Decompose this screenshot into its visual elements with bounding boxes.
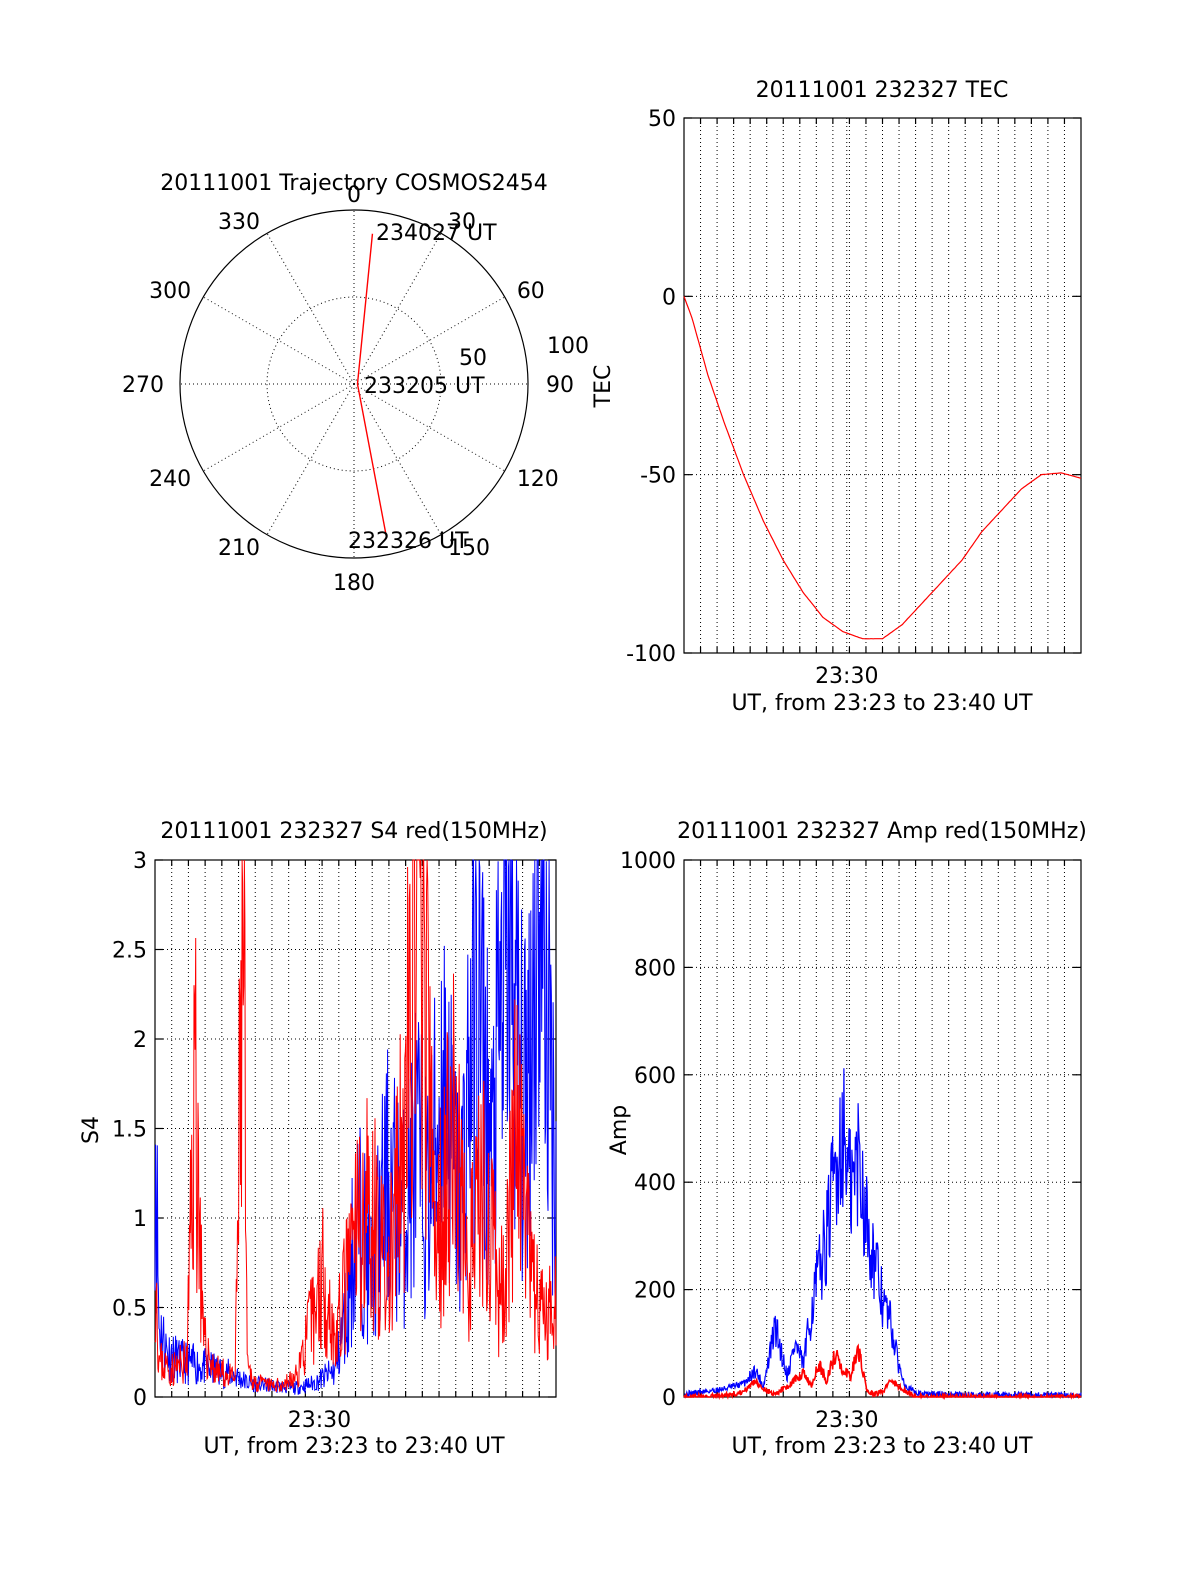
polar-title: 20111001 Trajectory COSMOS2454 (160, 171, 547, 196)
polar-spoke-60 (353, 296, 505, 385)
polar-angle-label-330: 330 (218, 210, 260, 235)
polar-angle-label-60: 60 (517, 279, 545, 304)
polar-angle-label-150: 150 (448, 536, 490, 561)
polar-radius-label-100: 100 (547, 334, 589, 359)
plot-frame (683, 117, 1082, 654)
ytick-label-4: 2 (133, 1028, 147, 1053)
polar-angle-label-240: 240 (149, 467, 191, 492)
xtick-label: 23:30 (815, 1408, 878, 1433)
polar-angle-label-120: 120 (517, 467, 559, 492)
s4-series-red (154, 859, 557, 1393)
polar-angle-label-180: 180 (333, 571, 375, 596)
ytick-label-2: 400 (634, 1171, 676, 1196)
amp-chart: 20111001 232327 Amp red(150MHz) Amp UT, … (607, 819, 1087, 1459)
ytick-label-3: 600 (634, 1064, 676, 1089)
amp-xlabel: UT, from 23:23 to 23:40 UT (731, 1434, 1033, 1459)
ytick-label-1: 0 (662, 285, 676, 310)
ytick-label-5: 1000 (620, 849, 676, 874)
polar-angle-label-90: 90 (546, 373, 574, 398)
amp-title: 20111001 232327 Amp red(150MHz) (677, 819, 1087, 844)
ytick-label-3: 1.5 (112, 1118, 147, 1143)
tec-series-red (683, 296, 1082, 640)
tec-xlabel: UT, from 23:23 to 23:40 UT (731, 691, 1033, 716)
xtick-label: 23:30 (815, 664, 878, 689)
s4-xlabel: UT, from 23:23 to 23:40 UT (203, 1434, 505, 1459)
polar-angle-label-210: 210 (218, 536, 260, 561)
polar-radius-label-50: 50 (459, 346, 487, 371)
tec-chart: 20111001 232327 TEC TEC UT, from 23:23 t… (591, 78, 1082, 716)
annotation-233205: 233205 UT (364, 374, 485, 399)
polar-spoke-30 (353, 233, 442, 385)
polar-angle-label-30: 30 (448, 210, 476, 235)
ytick-label-2: 1 (133, 1207, 147, 1232)
s4-chart: 20111001 232327 S4 red(150MHz) S4 UT, fr… (79, 819, 557, 1459)
polar-outer-circle (179, 209, 529, 559)
polar-spoke-120 (353, 383, 505, 472)
ytick-label-0: 50 (648, 107, 676, 132)
ytick-label-1: 200 (634, 1279, 676, 1304)
ytick-label-5: 2.5 (112, 939, 147, 964)
amp-ylabel: Amp (607, 1105, 632, 1155)
polar-angle-label-270: 270 (122, 373, 164, 398)
ytick-label-4: 800 (634, 956, 676, 981)
polar-trajectory-chart: 20111001 Trajectory COSMOS2454 0 30 60 90 12… (122, 171, 589, 596)
amp-series-red (683, 1343, 1082, 1401)
annotation-234027: 234027 UT (376, 221, 497, 246)
plot-frame (683, 859, 1082, 1398)
polar-spoke-300 (203, 296, 355, 385)
polar-angle-label-300: 300 (149, 279, 191, 304)
polar-spoke-330 (266, 233, 355, 385)
polar-trajectory (356, 233, 387, 534)
polar-angle-label-0: 0 (347, 183, 361, 208)
xtick-label: 23:30 (288, 1408, 351, 1433)
ytick-label-2: -50 (640, 464, 676, 489)
polar-spoke-150 (353, 383, 442, 535)
ytick-label-0: 0 (133, 1386, 147, 1411)
polar-spoke-240 (203, 383, 355, 472)
tec-ylabel: TEC (591, 365, 616, 409)
ytick-label-6: 3 (133, 849, 147, 874)
polar-radius-labels: 50 100 (459, 334, 589, 371)
ytick-label-3: -100 (626, 642, 676, 667)
amp-series-blue (684, 1068, 1082, 1400)
tec-title: 20111001 232327 TEC (756, 78, 1009, 103)
polar-grid (179, 209, 529, 559)
ytick-label-1: 0.5 (112, 1297, 147, 1322)
polar-angle-labels: 0 30 60 90 120 150 180 210 240 270 300 330 (122, 183, 574, 596)
ytick-label-0: 0 (662, 1386, 676, 1411)
polar-spoke-210 (266, 383, 355, 535)
trajectory-line (356, 233, 387, 534)
s4-title: 20111001 232327 S4 red(150MHz) (160, 819, 547, 844)
s4-ylabel: S4 (79, 1116, 104, 1144)
annotation-232326: 232326 UT (348, 529, 469, 554)
polar-grid-circle-50 (266, 296, 442, 472)
